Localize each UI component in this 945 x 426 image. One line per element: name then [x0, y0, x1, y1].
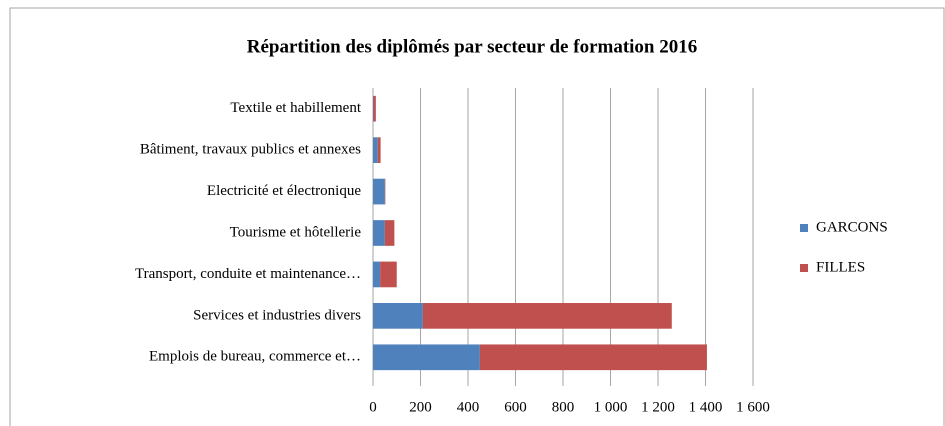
bar-segment — [373, 261, 381, 288]
x-tick-label: 1 200 — [641, 399, 675, 415]
legend-swatch — [800, 264, 808, 272]
bar-segment — [373, 95, 376, 122]
bar-segment — [373, 344, 480, 371]
bar-segment — [384, 220, 395, 246]
bar-segment — [373, 178, 385, 205]
y-tick-label: Bâtiment, travaux publics et annexes — [140, 142, 361, 158]
y-tick-label: Services et industries divers — [193, 307, 361, 323]
y-tick-label: Transport, conduite et maintenance… — [135, 266, 361, 282]
bar-segment — [479, 344, 707, 371]
x-tick-label: 0 — [369, 399, 377, 415]
bar-segment — [373, 137, 378, 163]
y-tick-label: Emplois de bureau, commerce et… — [149, 349, 361, 365]
x-tick-label: 800 — [552, 399, 575, 415]
chart-title: Répartition des diplômés par secteur de … — [247, 36, 698, 57]
bar-segment — [422, 303, 672, 329]
bar-segment — [377, 137, 381, 163]
x-tick-label: 1 000 — [594, 399, 628, 415]
bar-segment — [373, 303, 423, 329]
bar-segment — [380, 261, 397, 288]
x-tick-label: 1 600 — [736, 399, 770, 415]
bar-segment — [373, 220, 385, 246]
x-tick-label: 400 — [457, 399, 480, 415]
legend-label: FILLES — [816, 259, 865, 275]
x-tick-label: 1 400 — [689, 399, 723, 415]
y-tick-label: Textile et habillement — [230, 100, 361, 116]
x-tick-label: 200 — [409, 399, 432, 415]
x-tick-label: 600 — [504, 399, 527, 415]
legend-swatch — [800, 224, 808, 232]
y-tick-label: Tourisme et hôtellerie — [230, 224, 362, 240]
y-tick-label: Electricité et électronique — [207, 183, 361, 199]
legend-label: GARCONS — [816, 219, 888, 235]
